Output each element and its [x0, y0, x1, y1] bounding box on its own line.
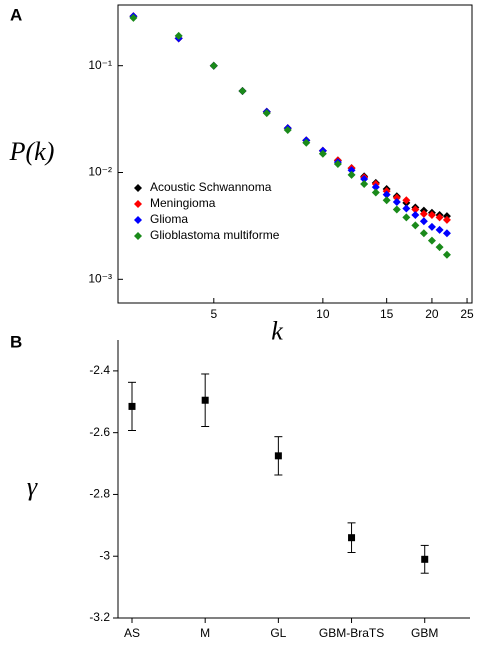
point [347, 166, 356, 175]
legend-label: Glioblastoma multiforme [150, 228, 280, 242]
legend-label: Acoustic Schwannoma [150, 180, 272, 194]
point [371, 183, 380, 192]
point [435, 243, 444, 252]
y-axis-label: γ [27, 472, 38, 501]
point [411, 210, 420, 219]
point [402, 204, 411, 213]
panel-label: B [10, 332, 22, 351]
legend-marker [134, 216, 142, 224]
point [421, 555, 429, 563]
y-tick-label: -2.6 [89, 425, 110, 439]
point [318, 149, 327, 158]
x-tick-label: GL [270, 626, 286, 640]
legend-marker [134, 232, 142, 240]
x-tick-label: 15 [380, 307, 394, 321]
point [274, 452, 282, 460]
x-tick-label: AS [124, 626, 140, 640]
y-tick-label: -3 [99, 548, 110, 562]
point [302, 138, 311, 147]
point [360, 180, 369, 189]
x-axis-label: k [271, 316, 283, 345]
y-tick-label: -3.2 [89, 610, 110, 624]
legend-marker [134, 184, 142, 192]
point [442, 250, 451, 259]
point [392, 193, 401, 202]
point [435, 225, 444, 234]
point [419, 217, 428, 226]
x-tick-label: 5 [210, 307, 217, 321]
point [382, 196, 391, 205]
point [402, 196, 411, 205]
point [392, 205, 401, 214]
x-tick-label: GBM [411, 626, 438, 640]
point [442, 215, 451, 224]
point [128, 402, 136, 410]
point [435, 213, 444, 222]
legend-label: Glioma [150, 212, 188, 226]
point [382, 190, 391, 199]
legend-marker [134, 200, 142, 208]
x-tick-label: 20 [425, 307, 439, 321]
point [411, 221, 420, 230]
point [442, 229, 451, 238]
point [238, 86, 247, 95]
x-tick-label: 25 [460, 307, 474, 321]
panel-label: A [10, 5, 22, 24]
point [402, 213, 411, 222]
point [201, 396, 209, 404]
point [129, 13, 138, 22]
y-axis-label: P(k) [9, 137, 55, 166]
y-tick-label: 10⁻³ [88, 271, 112, 285]
point [262, 109, 271, 118]
point [411, 205, 420, 214]
point [419, 229, 428, 238]
y-tick-label: -2.4 [89, 363, 110, 377]
point [427, 210, 436, 219]
point [427, 236, 436, 245]
x-tick-label: M [200, 626, 210, 640]
x-tick-label: GBM-BraTS [319, 626, 384, 640]
y-tick-label: -2.8 [89, 487, 110, 501]
point [419, 209, 428, 218]
point [360, 174, 369, 183]
point [427, 222, 436, 231]
point [333, 160, 342, 169]
plot-frame [117, 4, 473, 304]
y-tick-label: 10⁻¹ [88, 58, 112, 72]
legend-label: Meningioma [150, 196, 216, 210]
point [174, 31, 183, 40]
point [283, 125, 292, 134]
y-tick-label: 10⁻² [88, 165, 112, 179]
point [347, 170, 356, 179]
point [209, 61, 218, 70]
point [371, 188, 380, 197]
point [392, 197, 401, 206]
point [348, 534, 356, 542]
x-tick-label: 10 [316, 307, 330, 321]
